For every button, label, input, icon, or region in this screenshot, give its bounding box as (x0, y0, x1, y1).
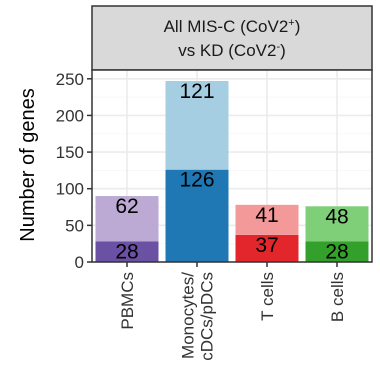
panel-border (91, 69, 373, 263)
y-axis-title: Number of genes (17, 88, 39, 241)
bar-segment-bottom (95, 241, 159, 262)
bar-segment-bottom (165, 169, 229, 262)
x-tick-label: T cells (258, 272, 277, 321)
data-label-top: 62 (115, 195, 138, 218)
y-tick-label: 250 (56, 70, 84, 89)
data-label-bottom: 126 (179, 169, 214, 192)
facet-strip-background (91, 5, 373, 71)
facet-title-line-2: vs KD (CoV2-) (178, 41, 286, 60)
y-tick-label: 200 (56, 106, 84, 125)
bar-segment-top (305, 206, 369, 242)
bar-segment-top (235, 204, 299, 235)
bar-segment-bottom (305, 241, 369, 262)
bar-segment-top (95, 196, 159, 242)
x-tick-label: cDCs/pDCs (198, 272, 217, 361)
y-tick-label: 150 (56, 143, 84, 162)
facet-title-line-1: All MIS-C (CoV2+) (164, 17, 301, 36)
x-tick-label: B cells (328, 272, 347, 322)
y-tick-label: 0 (75, 253, 84, 272)
plot-panel: 62 28 121 126 41 37 48 28 0 50 100 150 200 250 PBMCs Mo… (56, 69, 373, 361)
bar-segment-bottom (235, 234, 299, 262)
y-tick-label: 50 (65, 216, 84, 235)
y-tick-label: 100 (56, 180, 84, 199)
data-label-top: 41 (255, 204, 278, 227)
facet-strip: All MIS-C (CoV2+) vs KD (CoV2-) (91, 5, 373, 71)
data-label-bottom: 37 (255, 234, 278, 257)
data-label-bottom: 28 (115, 240, 138, 263)
x-tick-label: Monocytes/ (179, 272, 198, 359)
data-label-top: 121 (179, 80, 214, 103)
data-label-top: 48 (325, 205, 348, 228)
bar-segment-top (165, 80, 229, 170)
data-label-bottom: 28 (325, 240, 348, 263)
x-tick-label: PBMCs (118, 272, 137, 330)
